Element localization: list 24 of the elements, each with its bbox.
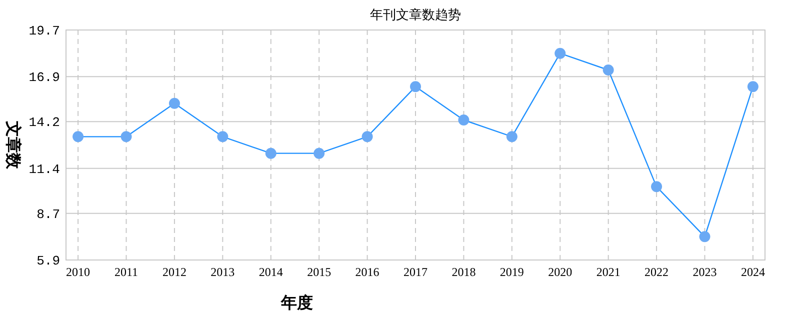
y-tick-label: 19.7 bbox=[28, 24, 60, 39]
y-tick-label: 14.2 bbox=[28, 115, 60, 130]
y-tick-label: 16.9 bbox=[28, 70, 60, 86]
y-tick-label: 11.4 bbox=[28, 162, 60, 177]
x-tick-label: 2019 bbox=[500, 265, 524, 279]
x-tick-label: 2020 bbox=[548, 265, 572, 279]
x-tick-label: 2021 bbox=[596, 265, 620, 279]
x-tick-label: 2014 bbox=[258, 265, 283, 279]
x-axis-title: 年度 bbox=[280, 293, 313, 312]
x-tick-label: 2013 bbox=[210, 265, 235, 279]
x-tick-label: 2012 bbox=[162, 265, 186, 279]
y-tick-label: 8.7 bbox=[36, 206, 60, 222]
x-tick-label: 2017 bbox=[404, 265, 428, 279]
y-tick-label: 5.9 bbox=[36, 254, 60, 269]
x-tick-label: 2024 bbox=[740, 265, 765, 279]
chart-title: 年刊文章数趋势 bbox=[370, 7, 461, 22]
x-tick-label: 2022 bbox=[644, 265, 669, 279]
y-axis-title: 文章数 bbox=[4, 120, 22, 170]
x-tick-label: 2016 bbox=[355, 265, 380, 279]
x-tick-label: 2011 bbox=[114, 265, 138, 279]
x-tick-label: 2015 bbox=[307, 265, 332, 279]
x-tick-label: 2010 bbox=[66, 265, 90, 279]
x-tick-label: 2023 bbox=[692, 265, 717, 279]
x-tick-label: 2018 bbox=[452, 265, 476, 279]
